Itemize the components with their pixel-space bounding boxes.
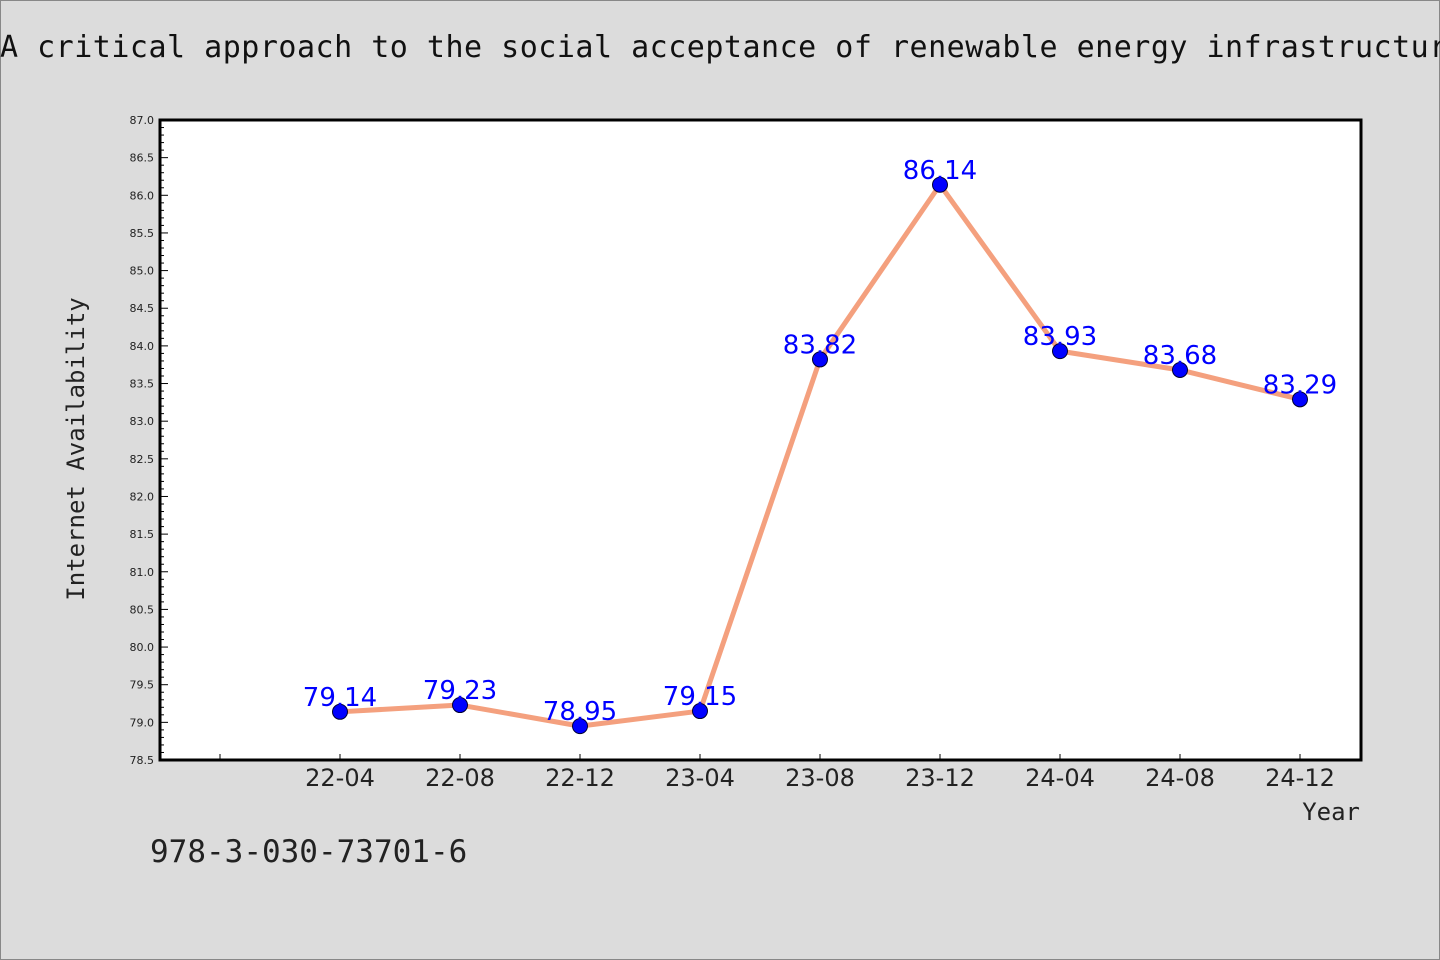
data-point <box>1292 391 1308 408</box>
data-label: 83.93 <box>1023 322 1097 352</box>
data-label: 79.14 <box>303 683 377 713</box>
data-labels: 79.14 79.23 78.95 79.15 83.82 86.14 83.93 83.68… <box>303 156 1337 727</box>
y-tick-label: 79.5 <box>130 679 155 692</box>
data-point <box>452 697 468 714</box>
y-tick-label: 81.5 <box>130 528 155 541</box>
x-axis-ticks: 22-04 22-08 22-12 23-04 23-08 23-12 24-04 24-08… <box>219 754 1335 792</box>
x-tick-label: 23-04 <box>665 764 735 792</box>
data-point <box>572 718 588 735</box>
data-point <box>1172 361 1188 378</box>
data-point <box>932 176 948 193</box>
y-tick-label: 82.5 <box>130 453 155 466</box>
y-tick-label: 83.5 <box>130 378 155 391</box>
data-label: 79.23 <box>423 676 497 706</box>
data-point <box>1052 343 1068 360</box>
x-tick-label: 22-04 <box>305 764 375 792</box>
data-point <box>332 703 348 720</box>
y-tick-label: 80.5 <box>130 603 155 616</box>
x-axis-title: Year <box>1302 798 1360 826</box>
series-layer <box>332 176 1308 735</box>
x-tick-label: 24-04 <box>1025 764 1095 792</box>
y-tick-label: 84.5 <box>130 302 155 315</box>
y-tick-label: 79.0 <box>130 716 155 729</box>
data-point <box>692 703 708 720</box>
y-tick-label: 87.0 <box>130 114 155 127</box>
y-tick-label: 84.0 <box>130 340 155 353</box>
chart-title: A critical approach to the social accept… <box>0 30 1440 65</box>
x-tick-label: 23-12 <box>905 764 975 792</box>
plot-area <box>158 118 1363 762</box>
data-label: 78.95 <box>543 697 617 727</box>
y-tick-label: 85.5 <box>130 227 155 240</box>
x-tick-label: 23-08 <box>785 764 855 792</box>
x-tick-label: 24-08 <box>1145 764 1215 792</box>
data-point <box>812 351 828 368</box>
y-tick-label: 86.0 <box>130 189 155 202</box>
x-tick-label: 24-12 <box>1265 764 1335 792</box>
y-tick-label: 83.0 <box>130 415 155 428</box>
y-tick-label: 85.0 <box>130 265 155 278</box>
data-label: 83.29 <box>1263 370 1337 400</box>
data-label: 79.15 <box>663 682 737 712</box>
x-tick-label: 22-12 <box>545 764 615 792</box>
y-tick-label: 80.0 <box>130 641 155 654</box>
y-tick-label: 86.5 <box>130 152 155 165</box>
data-label: 83.68 <box>1143 341 1217 371</box>
y-axis-title: Internet Availability <box>62 297 90 600</box>
isbn-text: 978-3-030-73701-6 <box>150 834 468 870</box>
y-tick-label: 78.5 <box>130 754 155 767</box>
y-axis-ticks: 78.5 79.0 79.5 80.0 80.5 81.0 81.5 82.0 82.5 83.0… <box>130 114 168 767</box>
x-tick-label: 22-08 <box>425 764 495 792</box>
data-label: 83.82 <box>783 330 857 360</box>
y-tick-label: 81.0 <box>130 566 155 579</box>
data-label: 86.14 <box>903 156 977 186</box>
y-tick-label: 82.0 <box>130 490 155 503</box>
